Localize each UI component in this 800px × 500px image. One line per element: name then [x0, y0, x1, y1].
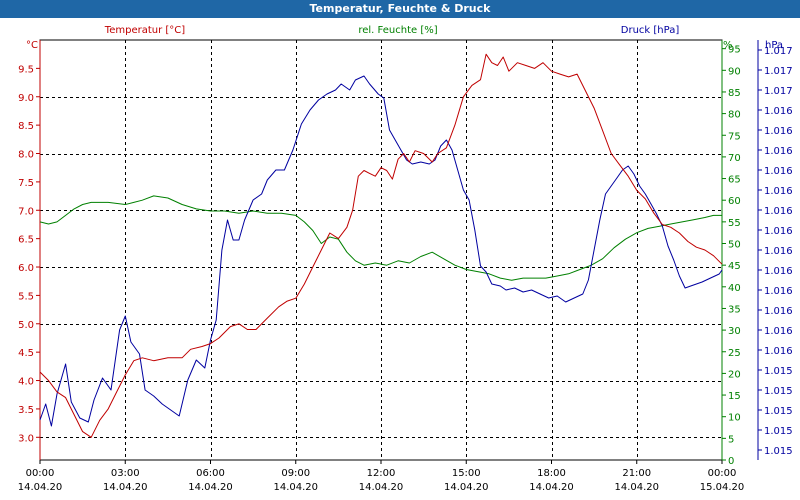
- humidity-tick-label: 35: [728, 304, 741, 315]
- temperature-tick-label: 9.0: [18, 93, 34, 104]
- temperature-tick-label: 6.5: [18, 235, 34, 246]
- y-axis-temperature: 3.0 3.5 4.0 4.5 5.0 5.5 6.0 6.5 7.0 7.5 8.0 8.5 9.0 9…: [18, 40, 41, 460]
- humidity-tick-label: 75: [728, 131, 741, 142]
- x-tick-label-time: 18:00: [537, 468, 566, 479]
- pressure-tick-label: 1.016: [764, 286, 793, 297]
- x-tick-label-date: 14.04.20: [614, 482, 659, 493]
- temperature-tick-label: 8.0: [18, 150, 34, 161]
- pressure-line: [39, 75, 723, 427]
- pressure-tick-label: 1.015: [764, 366, 793, 377]
- grid: [39, 39, 723, 461]
- temperature-unit-label: °C: [26, 40, 38, 51]
- humidity-tick-label: 65: [728, 175, 741, 186]
- humidity-tick-label: 70: [728, 153, 741, 164]
- humidity-tick-label: 50: [728, 240, 741, 251]
- x-tick-label-time: 21:00: [622, 468, 651, 479]
- y-axis-humidity: 0 5 10 15 20 25 30 35 40 45 50 55 60 65 70 75 80 85 90 95: [721, 40, 741, 467]
- x-tick-label-time: 00:00: [708, 468, 737, 479]
- pressure-tick-label: 1.017: [764, 66, 793, 77]
- pressure-tick-label: 1.016: [764, 186, 793, 197]
- pressure-tick-label: 1.016: [764, 226, 793, 237]
- x-tick-label-date: 14.04.20: [444, 482, 489, 493]
- temperature-tick-label: 7.0: [18, 206, 34, 217]
- humidity-unit-label: %: [723, 40, 733, 51]
- humidity-tick-label: 60: [728, 196, 741, 207]
- x-tick-label-time: 03:00: [111, 468, 140, 479]
- series-group: [39, 53, 723, 438]
- pressure-tick-label: 1.016: [764, 346, 793, 357]
- temperature-tick-label: 7.5: [18, 178, 34, 189]
- temperature-tick-label: 4.5: [18, 348, 34, 359]
- humidity-tick-label: 85: [728, 88, 741, 99]
- pressure-tick-label: 1.016: [764, 126, 793, 137]
- pressure-tick-label: 1.016: [764, 206, 793, 217]
- humidity-tick-label: 55: [728, 218, 741, 229]
- x-tick-label-date: 14.04.20: [103, 482, 148, 493]
- x-tick-label-date: 14.04.20: [529, 482, 574, 493]
- pressure-axis-title: Druck [hPa]: [621, 25, 680, 36]
- humidity-line: [39, 195, 722, 281]
- humidity-tick-label: 30: [728, 326, 741, 337]
- humidity-tick-label: 15: [728, 391, 741, 402]
- humidity-tick-label: 0: [728, 456, 734, 467]
- x-tick-label-time: 00:00: [26, 468, 55, 479]
- x-tick-label-date: 14.04.20: [18, 482, 63, 493]
- pressure-tick-label: 1.015: [764, 446, 793, 457]
- humidity-axis-title: rel. Feuchte [%]: [358, 25, 437, 36]
- x-tick-label-date: 15.04.20: [700, 482, 745, 493]
- temperature-tick-label: 8.5: [18, 121, 34, 132]
- humidity-tick-label: 25: [728, 348, 741, 359]
- x-tick-label-date: 14.04.20: [273, 482, 318, 493]
- pressure-tick-label: 1.016: [764, 106, 793, 117]
- temperature-tick-label: 5.0: [18, 320, 34, 331]
- temperature-tick-label: 5.5: [18, 291, 34, 302]
- x-tick-label-time: 09:00: [281, 468, 310, 479]
- x-tick-label-time: 15:00: [452, 468, 481, 479]
- pressure-tick-label: 1.015: [764, 386, 793, 397]
- humidity-tick-label: 10: [728, 413, 741, 424]
- temperature-tick-label: 3.5: [18, 405, 34, 416]
- x-tick-label-date: 14.04.20: [359, 482, 404, 493]
- humidity-tick-label: 95: [728, 45, 741, 56]
- window-title: Temperatur, Feuchte & Druck: [0, 0, 800, 18]
- pressure-tick-label: 1.016: [764, 146, 793, 157]
- x-axis: 00:00 14.04.20 03:00 14.04.20 06:00 14.04.20 0…: [18, 460, 745, 493]
- x-tick-label-date: 14.04.20: [188, 482, 233, 493]
- x-tick-label-time: 12:00: [367, 468, 396, 479]
- pressure-tick-label: 1.016: [764, 266, 793, 277]
- pressure-tick-label: 1.016: [764, 166, 793, 177]
- pressure-tick-label: 1.015: [764, 406, 793, 417]
- temperature-tick-label: 4.0: [18, 377, 34, 388]
- y-axis-pressure: 1.015 1.015 1.015 1.015 1.015 1.016 1.016 1.016…: [757, 40, 793, 460]
- pressure-tick-label: 1.016: [764, 326, 793, 337]
- temperature-tick-label: 3.0: [18, 433, 34, 444]
- temperature-tick-label: 6.0: [18, 263, 34, 274]
- humidity-tick-label: 90: [728, 66, 741, 77]
- humidity-tick-label: 20: [728, 369, 741, 380]
- humidity-tick-label: 40: [728, 283, 741, 294]
- temperature-tick-label: 9.5: [18, 64, 34, 75]
- pressure-tick-label: 1.016: [764, 306, 793, 317]
- pressure-unit-label: hPa: [765, 40, 783, 51]
- temperature-axis-title: Temperatur [°C]: [104, 25, 185, 36]
- pressure-tick-label: 1.017: [764, 46, 793, 57]
- pressure-tick-label: 1.016: [764, 246, 793, 257]
- x-tick-label-time: 06:00: [196, 468, 225, 479]
- pressure-tick-label: 1.017: [764, 86, 793, 97]
- temperature-line: [39, 53, 723, 438]
- humidity-tick-label: 5: [728, 434, 734, 445]
- humidity-tick-label: 80: [728, 110, 741, 121]
- pressure-tick-label: 1.015: [764, 426, 793, 437]
- humidity-tick-label: 45: [728, 261, 741, 272]
- axis-headers: °C Temperatur [°C] rel. Feuchte [%] % Dr…: [26, 25, 783, 51]
